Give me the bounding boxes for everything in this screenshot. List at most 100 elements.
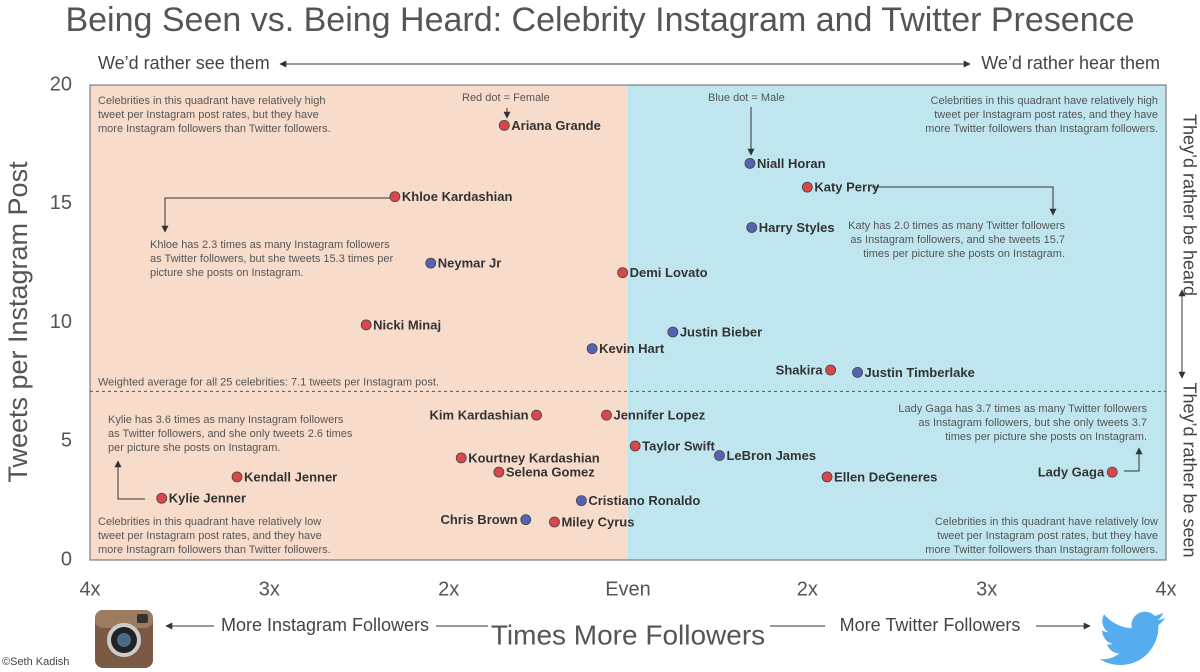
plot-background: Weighted average for all 25 celebrities:… <box>50 73 1177 600</box>
point <box>156 492 168 504</box>
callout: as Instagram followers, but she only twe… <box>918 417 1147 429</box>
point-label: Kylie Jenner <box>169 491 246 506</box>
legend-entry: Blue dot = Male <box>708 92 785 104</box>
point-label: Ariana Grande <box>511 118 601 133</box>
quadrant-note: Celebrities in this quadrant have relati… <box>935 516 1158 528</box>
top-right-label: We’d rather hear them <box>981 53 1160 73</box>
point <box>455 452 467 464</box>
point-label: Kourtney Kardashian <box>468 450 600 465</box>
y-tick-label: 0 <box>61 548 72 570</box>
quadrant-note: more Twitter followers than Instagram fo… <box>925 544 1158 556</box>
point-label: Demi Lovato <box>630 265 708 280</box>
x-tick-label: 2x <box>797 578 818 600</box>
quadrant-note: tweet per Instagram post rates, and they… <box>934 109 1158 121</box>
x-axis-label: Times More Followers <box>491 619 765 650</box>
x-tick-label: 4x <box>79 578 100 600</box>
x-label-left: More Instagram Followers <box>221 615 429 635</box>
point-label: Chris Brown <box>440 512 517 527</box>
quadrant-note: Celebrities in this quadrant have relati… <box>98 95 325 107</box>
point-label: Kendall Jenner <box>244 469 337 484</box>
point <box>821 471 833 483</box>
point-label: Miley Cyrus <box>561 514 634 529</box>
top-left-label: We’d rather see them <box>98 53 270 73</box>
point <box>744 157 756 169</box>
point <box>667 326 679 338</box>
point-label: Kevin Hart <box>599 341 665 356</box>
callout: as Twitter followers, and she only tweet… <box>108 428 353 440</box>
point <box>852 366 863 378</box>
callout: times per picture she posts on Instagram… <box>945 431 1147 443</box>
point <box>586 343 598 355</box>
x-tick-label: 3x <box>976 578 997 600</box>
marks: Ariana Grande Khloe Kardashian Demi Lovato… <box>156 118 1118 529</box>
point-label: Shakira <box>776 362 824 377</box>
quadrant-note: more Instagram followers than Twitter fo… <box>98 123 331 135</box>
x-tick-label: Even <box>605 578 651 600</box>
callout: Katy has 2.0 times as many Twitter follo… <box>848 220 1065 232</box>
point <box>746 222 758 233</box>
y-tick-label: 10 <box>50 311 72 333</box>
point-label: Taylor Swift <box>642 438 715 453</box>
quadrant-note: more Instagram followers than Twitter fo… <box>98 544 331 556</box>
point-label: Harry Styles <box>759 220 835 235</box>
twitter-icon <box>1099 611 1166 665</box>
point <box>425 257 437 269</box>
callout: times per picture she posts on Instagram… <box>863 248 1065 260</box>
point <box>575 495 587 507</box>
quadrant-left <box>90 85 628 560</box>
quadrant-note: tweet per Instagram post rates, but they… <box>937 530 1158 542</box>
point <box>498 119 510 131</box>
legend-entry: Red dot = Female <box>462 92 550 104</box>
y-tick-label: 15 <box>50 192 72 214</box>
point <box>360 319 372 331</box>
point-label: Nicki Minaj <box>373 317 441 332</box>
point <box>231 471 243 483</box>
x-tick-label: 4x <box>1155 578 1176 600</box>
callout: Lady Gaga has 3.7 times as many Twitter … <box>898 403 1147 415</box>
y-axis-label: Tweets per Instagram Post <box>3 161 33 483</box>
point-label: Kim Kardashian <box>430 408 529 423</box>
point <box>825 364 837 376</box>
point <box>520 514 532 526</box>
point <box>549 516 560 528</box>
right-top-label: They’d rather be heard <box>1179 114 1199 296</box>
connectors <box>114 107 1143 500</box>
x-tick-label: 2x <box>438 578 459 600</box>
credit: ©Seth Kadish <box>2 656 69 668</box>
quadrant-right <box>628 85 1166 560</box>
point <box>801 181 813 193</box>
callout: Khloe has 2.3 times as many Instagram fo… <box>150 239 390 251</box>
point-label: Cristiano Ronaldo <box>588 493 700 508</box>
point-label: Niall Horan <box>757 156 826 171</box>
x-label-right: More Twitter Followers <box>840 615 1021 635</box>
point <box>629 440 641 452</box>
callout: as Instagram followers, and she tweets 1… <box>850 234 1065 246</box>
y-tick-label: 5 <box>61 430 72 452</box>
quadrant-note: tweet per Instagram post rates, but they… <box>98 109 319 121</box>
quadrant-note: more Twitter followers than Instagram fo… <box>925 123 1158 135</box>
average-label: Weighted average for all 25 celebrities:… <box>98 376 439 388</box>
point <box>389 191 401 203</box>
right-bottom-label: They’d rather be seen <box>1179 382 1199 557</box>
point-label: Katy Perry <box>814 180 880 195</box>
point <box>1106 466 1118 478</box>
point <box>493 466 505 478</box>
quadrant-note: Celebrities in this quadrant have relati… <box>98 516 321 528</box>
point-label: Lady Gaga <box>1038 465 1105 480</box>
callout: per picture she posts on Instagram. <box>108 442 280 454</box>
instagram-icon <box>95 610 153 668</box>
point <box>714 450 725 461</box>
quadrant-note: Celebrities in this quadrant have relati… <box>931 95 1158 107</box>
x-tick-label: 3x <box>259 578 280 600</box>
point-label: Justin Bieber <box>680 324 762 339</box>
point-label: LeBron James <box>726 448 816 463</box>
point-label: Selena Gomez <box>506 465 595 480</box>
point-label: Jennifer Lopez <box>613 408 705 423</box>
chart-title: Being Seen vs. Being Heard: Celebrity In… <box>65 1 1134 39</box>
point-label: Ellen DeGeneres <box>834 469 937 484</box>
callout: picture she posts on Instagram. <box>150 267 303 279</box>
point-label: Neymar Jr <box>438 256 502 271</box>
point <box>617 267 629 279</box>
callout: as Twitter followers, but she tweets 15.… <box>150 253 393 265</box>
